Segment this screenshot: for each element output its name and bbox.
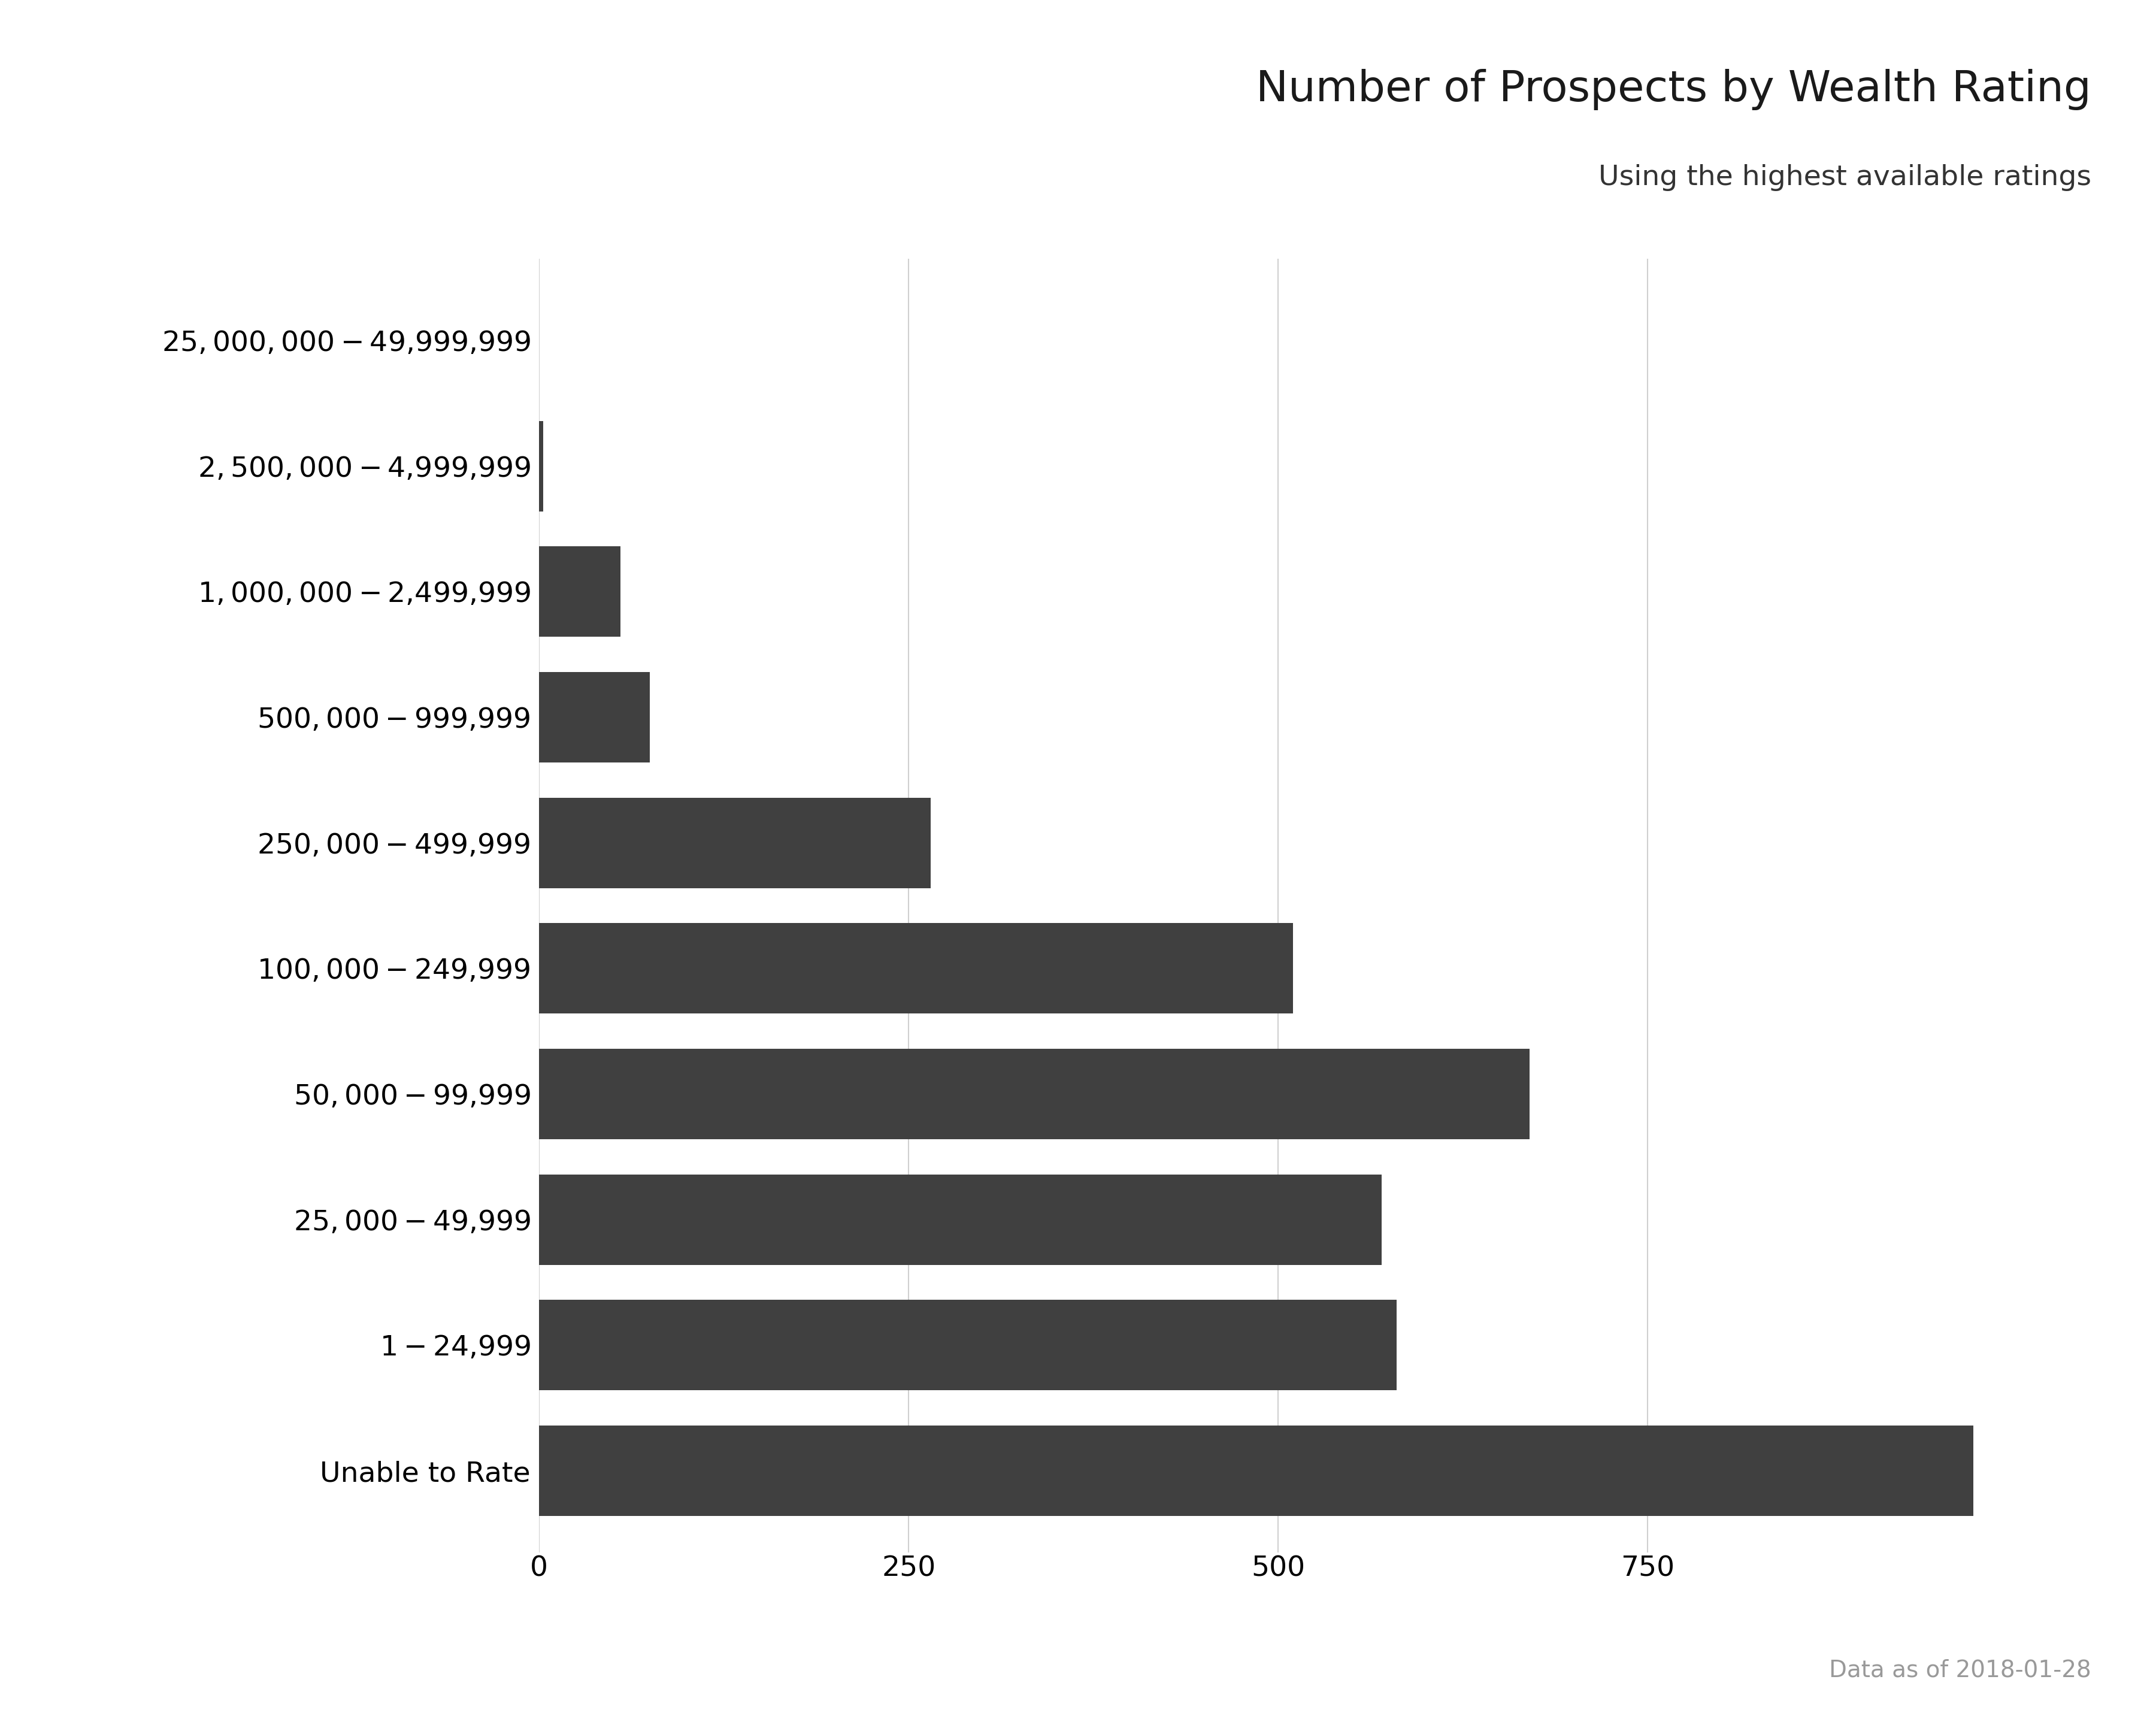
Text: Using the highest available ratings: Using the highest available ratings [1598,164,2091,191]
Bar [539,673,649,762]
Bar [539,923,1294,1014]
Bar [539,421,543,511]
Bar [539,1301,1397,1390]
Text: Number of Prospects by Wealth Rating: Number of Prospects by Wealth Rating [1257,69,2091,110]
Bar [539,547,621,637]
Bar [539,1049,1529,1139]
Bar [539,797,931,888]
Text: Data as of 2018-01-28: Data as of 2018-01-28 [1828,1659,2091,1682]
Bar [539,1175,1382,1264]
Bar [539,1425,1973,1516]
